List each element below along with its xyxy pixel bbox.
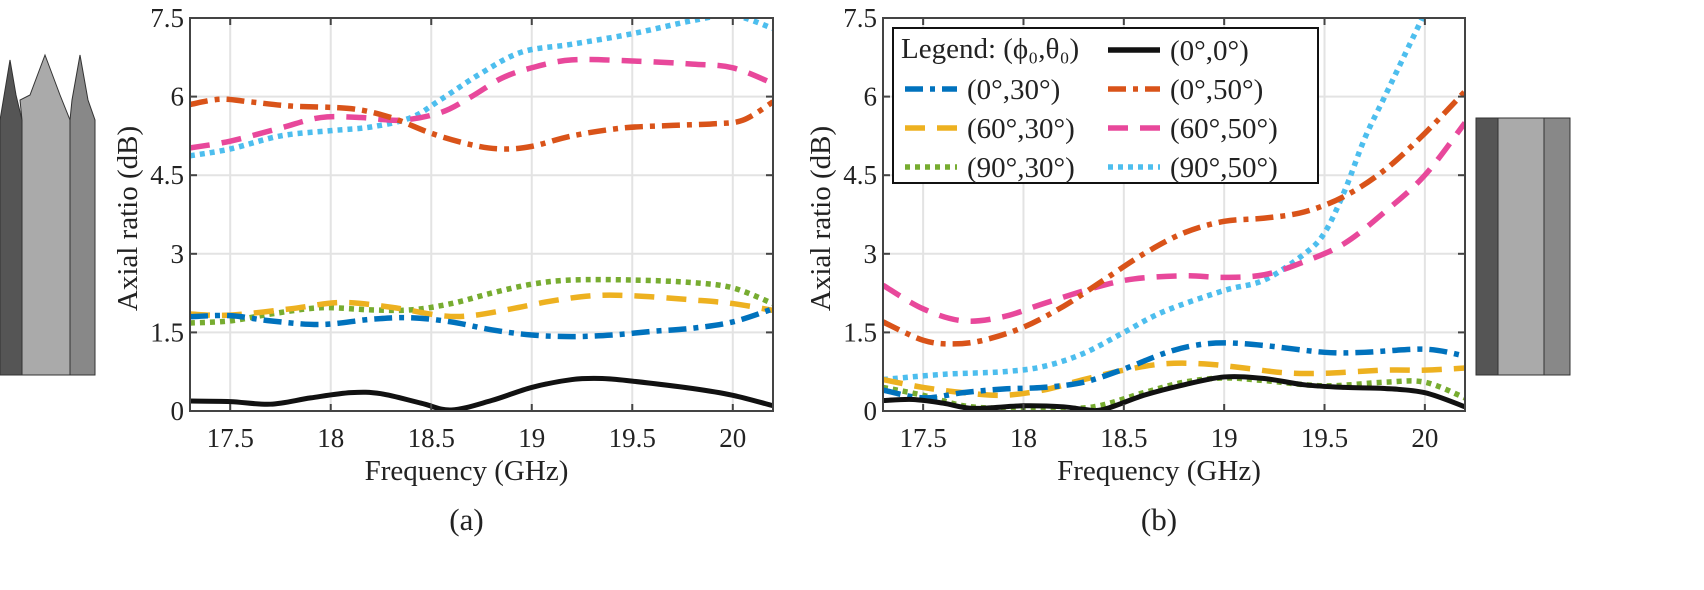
legend-item: (90°,30°) <box>905 152 1075 184</box>
plot-frame <box>882 17 1466 412</box>
legend-item: (0°,50°) <box>1108 74 1263 106</box>
subfigure-caption: (a) <box>449 502 483 537</box>
legend: Legend: (ϕ₀,θ₀) (0°,0°) (0°,30°) (0°,50°) (… <box>892 27 1319 184</box>
y-tick-label: 7.5 <box>150 3 184 33</box>
series-line-0-50 <box>883 89 1465 347</box>
legend-label: (0°,30°) <box>967 74 1060 106</box>
x-tick-label: 20 <box>719 423 746 453</box>
legend-label: (90°,50°) <box>1170 152 1278 184</box>
y-tick-label: 3 <box>864 239 878 269</box>
x-tick-label: 19.5 <box>1301 423 1348 453</box>
x-tick-label: 17.5 <box>900 423 947 453</box>
antenna-illustration-right <box>1475 117 1571 376</box>
series-line-90-50 <box>883 18 1426 383</box>
legend-title: Legend: (ϕ₀,θ₀) <box>901 33 1079 65</box>
legend-label: (0°,50°) <box>1170 74 1263 106</box>
x-tick-label: 19 <box>518 423 545 453</box>
x-tick-label: 18.5 <box>1100 423 1147 453</box>
legend-item: (0°,0°) <box>1108 35 1249 67</box>
legend-label: (60°,50°) <box>1170 113 1278 145</box>
plot-b: 17.5 18 18.5 19 19.5 20 0 1.5 3 4.5 6 7.5 Frequency … <box>805 3 1466 537</box>
x-axis-label: Frequency (GHz) <box>1057 455 1261 487</box>
legend-label: (90°,30°) <box>967 152 1075 184</box>
legend-item: (90°,50°) <box>1108 152 1278 184</box>
series-line-0-30 <box>883 340 1465 401</box>
y-tick-label: 0 <box>864 396 878 426</box>
y-tick-label: 4.5 <box>843 160 877 190</box>
y-tick-label: 6 <box>864 82 878 112</box>
legend-item: (60°,50°) <box>1108 113 1278 145</box>
series-line-60-50 <box>190 56 773 151</box>
x-tick-label: 19 <box>1211 423 1238 453</box>
series-line-0-30 <box>190 306 773 340</box>
x-tick-label: 18.5 <box>408 423 455 453</box>
x-tick-label: 20 <box>1411 423 1438 453</box>
y-tick-label: 0 <box>171 396 185 426</box>
y-axis-label: Axial ratio (dB) <box>112 126 144 311</box>
y-tick-label: 7.5 <box>843 3 877 33</box>
legend-label: (60°,30°) <box>967 113 1075 145</box>
x-tick-label: 18 <box>1010 423 1037 453</box>
series-line-90-30 <box>883 375 1465 411</box>
y-axis-label: Axial ratio (dB) <box>805 126 837 311</box>
legend-item: (60°,30°) <box>905 113 1075 145</box>
subfigure-caption: (b) <box>1141 502 1177 537</box>
y-tick-label: 4.5 <box>150 160 184 190</box>
series-line-90-50 <box>190 18 773 159</box>
series-line-0-0 <box>190 375 773 411</box>
x-tick-label: 17.5 <box>207 423 254 453</box>
series-line-60-50 <box>883 121 1465 324</box>
x-axis-label: Frequency (GHz) <box>365 455 569 487</box>
y-tick-label: 1.5 <box>150 317 184 347</box>
series-line-0-50 <box>190 96 773 152</box>
x-tick-label: 18 <box>317 423 344 453</box>
plot-a: 17.5 18 18.5 19 19.5 20 0 1.5 3 4.5 6 7.5 Frequency … <box>112 3 774 537</box>
antenna-illustration-left <box>0 53 96 376</box>
x-tick-label: 19.5 <box>609 423 656 453</box>
y-tick-label: 3 <box>171 239 185 269</box>
series-line-60-30 <box>190 292 773 320</box>
plot-frame <box>189 17 774 412</box>
legend-item: (0°,30°) <box>905 74 1060 106</box>
y-tick-label: 1.5 <box>843 317 877 347</box>
series-line-60-30 <box>883 360 1465 399</box>
legend-label: (0°,0°) <box>1170 35 1249 67</box>
series-line-0-0 <box>883 374 1465 411</box>
series-line-90-30 <box>190 276 773 326</box>
y-tick-label: 6 <box>171 82 185 112</box>
